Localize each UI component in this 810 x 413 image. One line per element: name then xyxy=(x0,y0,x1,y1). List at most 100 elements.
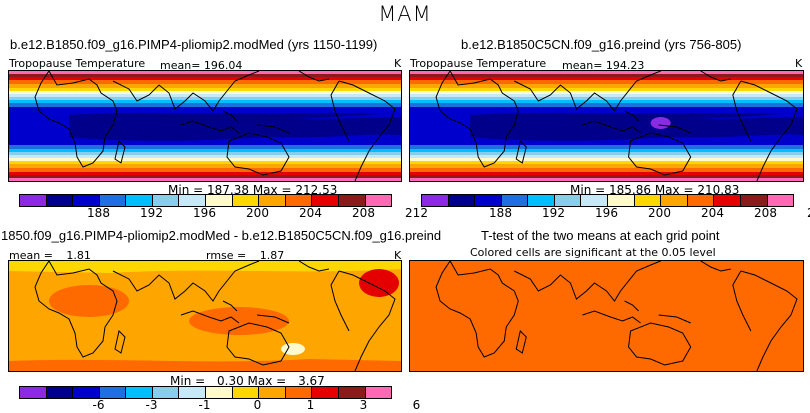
figure-title: MAM xyxy=(378,2,432,26)
coastline xyxy=(222,300,238,312)
panel-3-colorbar-swatch-6 xyxy=(179,387,207,398)
panel-3-colorbar-swatch-0 xyxy=(20,387,47,398)
coastline xyxy=(298,261,330,272)
diff-band-south xyxy=(9,359,401,371)
panel-2-colorbar-swatch-8 xyxy=(634,195,662,206)
contour-band-south xyxy=(9,158,401,161)
contour-band-north xyxy=(9,97,401,100)
panel-2-colorbar-swatch-3 xyxy=(501,195,529,206)
diff-patch xyxy=(49,285,129,317)
coastline xyxy=(700,261,731,272)
contour-band-core xyxy=(69,112,401,141)
coastline xyxy=(34,261,118,358)
coastline xyxy=(226,132,290,176)
coastline xyxy=(112,261,260,302)
panel-3-mean-value: 1.81 xyxy=(66,249,91,262)
panel-3-mean: mean = 1.81 xyxy=(9,249,91,262)
contour-band-south xyxy=(9,178,401,181)
contour-band-north xyxy=(9,94,401,97)
contour-band-north xyxy=(410,84,803,88)
panel-1-min-value: 187.38 xyxy=(207,183,249,197)
panel-1-mean-label: mean= xyxy=(160,59,201,72)
panel-2-colorbar-tick: 204 xyxy=(701,206,724,220)
coastline xyxy=(256,124,290,134)
panel-1-colorbar-swatch-10 xyxy=(285,195,313,206)
panel-1-colorbar-swatch-12 xyxy=(338,195,366,206)
panel-2-minmax: Min = 185.86 Max = 210.83 xyxy=(570,183,739,197)
contour-band-south xyxy=(9,145,401,149)
panel-1-colorbar-swatch-11 xyxy=(312,195,339,206)
panel-2-colorbar-swatch-13 xyxy=(767,195,794,206)
panel-3-colorbar-tick: -1 xyxy=(198,398,211,412)
panel-3-colorbar-swatch-13 xyxy=(365,387,392,398)
coastline xyxy=(256,314,290,324)
contour-band-south xyxy=(410,172,803,175)
contour-band-north xyxy=(9,77,401,80)
coastline xyxy=(435,261,519,358)
panel-3-colorbar-tick: 0 xyxy=(253,398,262,412)
panel-3-colorbar-swatch-9 xyxy=(259,387,286,398)
panel-2-title: b.e12.B1850C5CN.f09_g16.preind (yrs 756-… xyxy=(461,37,742,52)
coastline xyxy=(226,322,290,366)
contour-band-south xyxy=(410,175,803,178)
panel-2-variable: Tropopause Temperature xyxy=(410,57,547,70)
contour-band-north xyxy=(9,103,401,107)
coastline xyxy=(700,71,731,82)
panel-2-units: K xyxy=(795,57,803,70)
panel-1-colorbar-swatch-13 xyxy=(365,195,392,206)
contour-band-south xyxy=(9,168,401,172)
contour-band-south xyxy=(9,152,401,155)
panel-1-colorbar-swatch-0 xyxy=(20,195,47,206)
contour-band-north xyxy=(9,91,401,94)
panel-3-colorbar-swatch-4 xyxy=(126,387,153,398)
coastline xyxy=(435,71,519,168)
diff-minimum xyxy=(281,343,305,355)
panel-1-colorbar-swatch-9 xyxy=(259,195,286,206)
panel-1-colorbar xyxy=(19,194,392,207)
panel-3-title: 1850.f09_g16.PIMP4-pliomip2.modMed - b.e… xyxy=(1,228,442,243)
contour-band-north xyxy=(410,74,803,77)
coastline xyxy=(740,270,798,371)
panel-2-colorbar-tick: 200 xyxy=(648,206,671,220)
panel-1-max-label: Max = xyxy=(252,183,292,197)
coastline xyxy=(624,110,639,122)
panel-2-mean-value: 194.23 xyxy=(605,59,645,72)
coastline xyxy=(114,330,126,354)
panel-2-max-value: 210.83 xyxy=(697,183,740,197)
panel-3-map xyxy=(8,260,402,372)
panel-2-colorbar-swatch-5 xyxy=(554,195,582,206)
panel-3-units: K xyxy=(394,249,402,262)
panel-2-max-label: Max = xyxy=(654,183,694,197)
panel-1-minmax: Min = 187.38 Max = 212.53 xyxy=(168,183,337,197)
panel-3-colorbar xyxy=(19,386,392,399)
panel-3-colorbar-swatch-12 xyxy=(338,387,366,398)
panel-1-colorbar-tick: 212 xyxy=(405,206,428,220)
contour-band-north xyxy=(410,91,803,94)
contour-band-north xyxy=(9,71,401,74)
coastline xyxy=(732,80,752,142)
coastline xyxy=(222,110,238,122)
panel-3-max-label: Max = xyxy=(247,374,287,388)
panel-2-colorbar-swatch-0 xyxy=(422,195,449,206)
panel-2-colorbar-tick: 196 xyxy=(595,206,618,220)
coastline xyxy=(515,140,527,164)
coastline xyxy=(180,120,240,134)
panel-1-mean: mean= 196.04 xyxy=(160,59,242,72)
panel-3-colorbar-swatch-11 xyxy=(312,387,339,398)
contour-band-north xyxy=(410,103,803,107)
panel-1-colorbar-swatch-5 xyxy=(152,195,180,206)
contour-band-south xyxy=(410,152,803,155)
panel-3-colorbar-tick: 6 xyxy=(412,398,421,412)
panel-1-colorbar-ticks: 188 192 196 200 204 208 212 xyxy=(19,206,428,220)
contour-band-north xyxy=(9,88,401,91)
coastline xyxy=(658,124,691,134)
coastline xyxy=(515,330,527,354)
coastline xyxy=(624,300,639,312)
panel-3-colorbar-swatch-8 xyxy=(232,387,260,398)
contour-band-south xyxy=(410,161,803,164)
contour-band-north xyxy=(410,94,803,97)
panel-3-colorbar-ticks: -6 -3 -1 0 1 3 6 xyxy=(19,398,421,412)
panel-1-colorbar-swatch-7 xyxy=(206,195,233,206)
panel-3-colorbar-swatch-3 xyxy=(99,387,127,398)
panel-2-mean: mean= 194.23 xyxy=(562,59,644,72)
